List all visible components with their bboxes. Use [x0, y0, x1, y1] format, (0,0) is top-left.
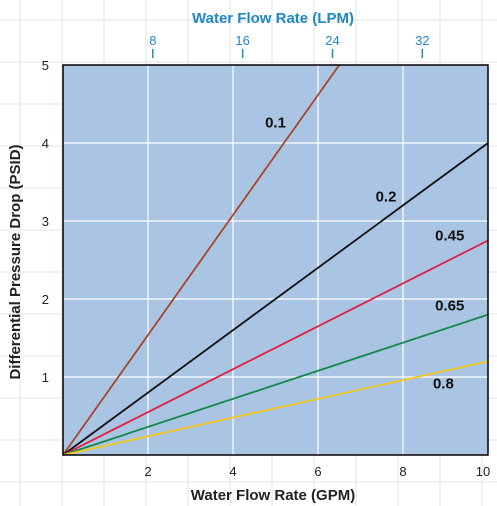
series-label-0.45: 0.45	[435, 228, 464, 245]
y-axis-title: Differential Pressure Drop (PSID)	[7, 144, 24, 379]
x2-tick-label: 24	[325, 33, 339, 48]
series-lines	[62, 64, 489, 456]
series-label-0.2: 0.2	[376, 189, 397, 206]
x2-axis-ticks: 8 16 24 32	[149, 33, 430, 58]
x-tick-label: 4	[229, 464, 236, 479]
series-label-0.8: 0.8	[433, 376, 454, 393]
x-axis-ticks: 2 4 6 8 10	[144, 464, 490, 479]
series-line-0.8	[62, 360, 489, 456]
x2-tick-label: 8	[149, 33, 156, 48]
series-line-0.65	[62, 313, 489, 456]
x-axis-title: Water Flow Rate (GPM)	[191, 487, 355, 504]
x2-axis-title: Water Flow Rate (LPM)	[192, 10, 354, 27]
series-line-0.1	[62, 64, 340, 456]
x-tick-label: 8	[399, 464, 406, 479]
y-tick-label: 3	[42, 214, 49, 229]
series-line-0.2	[62, 142, 489, 456]
plot-frame	[62, 64, 489, 456]
series-labels: 0.1 0.2 0.45 0.65 0.8	[265, 114, 464, 392]
series-label-0.65: 0.65	[435, 298, 464, 315]
y-axis-ticks: 1 2 3 4 5	[42, 58, 49, 385]
x2-tick-label: 32	[415, 33, 429, 48]
x-tick-label: 6	[314, 464, 321, 479]
plot-area	[63, 65, 488, 455]
y-tick-label: 2	[42, 292, 49, 307]
y-tick-label: 5	[42, 58, 49, 73]
series-label-0.1: 0.1	[265, 114, 286, 131]
x-tick-label: 10	[476, 464, 490, 479]
x2-tick-label: 16	[235, 33, 249, 48]
series-line-0.45	[62, 239, 489, 456]
x-tick-label: 2	[144, 464, 151, 479]
y-tick-label: 1	[42, 370, 49, 385]
y-tick-label: 4	[42, 136, 49, 151]
